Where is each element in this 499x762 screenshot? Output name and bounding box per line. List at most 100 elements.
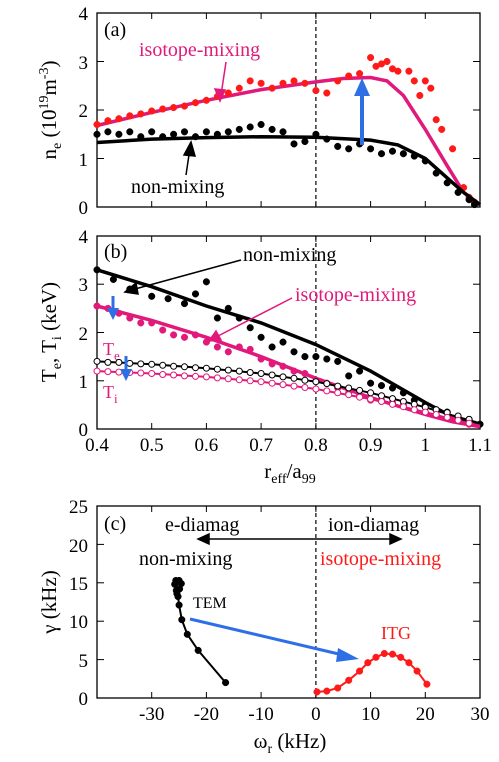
panel-a-non-mixing-point-8: [180, 128, 189, 136]
panel-c-xtick-5: 20: [416, 704, 435, 725]
annot-non-mixing-a: non-mixing: [131, 176, 224, 198]
panel-b-ytick-4: 4: [79, 227, 89, 248]
panel-b-isotope-mixing-te-point-3: [126, 314, 134, 322]
panel-b-isotope-mixing-te-point-4: [137, 319, 145, 327]
panel-c-frame: [96, 505, 481, 699]
panel-b-non-mixing-ti-point-15: [257, 370, 265, 377]
panel-b-ticks: [97, 236, 480, 429]
panel-a-non-mixing-point-11: [213, 130, 221, 138]
panel-b-non-mixing-te-point-12: [257, 333, 265, 341]
panel-a-ytick-3: 3: [79, 53, 89, 74]
panel-b-isotope-mixing-te-point-12: [224, 348, 232, 356]
panel-c-xtick-1: -20: [194, 704, 219, 725]
panel-b-isotope-mixing-te-point-10: [202, 338, 210, 346]
panel-b-non-mixing-te-point-9: [224, 304, 232, 312]
panel-b-non-mixing-ti-point-16: [268, 371, 276, 379]
annot-non-mixing-c: non-mixing: [139, 548, 232, 570]
panel-b-non-mixing-ti-point-13: [235, 367, 243, 375]
panel-c-isotope-mixing-point-4: [356, 667, 364, 675]
panel-a-ytick-2: 2: [79, 101, 89, 122]
blue-arrow-tem-to-itg: [189, 617, 359, 662]
panel-a-isotope-mixing-point-14: [246, 77, 254, 85]
panel-c-ticks: [97, 506, 480, 698]
panel-b-isotope-mixing-te-point-13: [235, 343, 243, 351]
panel-c-isotope-mixing-point-7: [380, 649, 388, 658]
panel-a-isotope-mixing-point-34: [421, 77, 429, 85]
panel-a-non-mixing-point-15: [257, 120, 265, 129]
panel-b-non-mixing-te-point-0: [93, 266, 101, 274]
panel-a-non-mixing-point-6: [159, 133, 167, 141]
panel-a-isotope-mixing-point-25: [367, 54, 375, 62]
blue-arrow-down-ti: [120, 356, 132, 381]
panel-b-isotope-mixing-ti-point-12: [224, 375, 232, 383]
panel-c-xtick-2: -10: [248, 704, 273, 725]
panel-b-non-mixing-te-point-17: [312, 353, 320, 361]
panel-a-isotope-mixing-point-0: [93, 120, 101, 129]
panel-c-ytick-0: 0: [79, 689, 89, 710]
panel-a-non-mixing-point-13: [235, 125, 243, 133]
panel-b-xtick-7: 1.1: [468, 435, 492, 456]
panel-c-ytick-2: 10: [69, 612, 88, 633]
panel-c-non-mixing-point-3: [178, 616, 186, 624]
panel-b-non-mixing-ti-point-17: [279, 373, 287, 381]
panel-c-isotope-mixing-point-2: [334, 684, 342, 692]
panel-b-isotope-mixing-ti-point-30: [421, 408, 429, 416]
panel-c-isotope-mixing-point-11: [413, 667, 421, 675]
panel-b-non-mixing-ti-point-18: [290, 374, 298, 382]
panel-c-ytick-4: 20: [69, 536, 88, 557]
panel-c-isotope-mixing-line: [316, 652, 428, 693]
panel-b-non-mixing-ti-point-5: [148, 360, 156, 368]
panel-a-non-mixing-point-25: [367, 145, 375, 153]
annot-ion-diamag: ion-diamag: [328, 514, 419, 536]
panel-b-isotope-mixing-ti-point-23: [345, 391, 353, 399]
panel-b-isotope-mixing-ti-point-18: [290, 382, 298, 390]
panel-a-non-mixing-point-19: [301, 137, 309, 146]
panel-a-isotope-mixing-point-36: [432, 116, 440, 124]
panel-c-xlabel: ωr (kHz): [254, 729, 327, 757]
panel-b-isotope-mixing-ti-point-10: [202, 373, 210, 381]
panel-b-ytick-1: 1: [79, 372, 89, 393]
pink-arrow-b: [207, 297, 293, 342]
panel-b-non-mixing-te-point-13: [268, 343, 276, 351]
panel-b-isotope-mixing-te-point-18: [290, 367, 298, 375]
panel-b-ytick-0: 0: [79, 420, 89, 441]
panel-c-plot-area: [171, 576, 431, 696]
annot-isotope-mixing-b: isotope-mixing: [295, 284, 416, 306]
panel-b-isotope-mixing-ti-point-31: [432, 411, 440, 418]
panel-b-isotope-mixing-ti-point-8: [181, 372, 188, 380]
diamag-double-arrow: [196, 532, 403, 546]
panel-b-ylabel: Te, Ti (keV): [37, 282, 65, 382]
panel-c-isotope-mixing-point-10: [405, 659, 413, 667]
panel-b-non-mixing-ti-point-26: [378, 392, 385, 400]
panel-b-non-mixing-ti-point-6: [159, 361, 167, 369]
panel-b-non-mixing-te-point-22: [367, 379, 375, 387]
panel-b-isotope-mixing-ti-point-1: [104, 368, 112, 376]
panel-a-non-mixing-point-17: [279, 128, 287, 136]
panel-a-isotope-mixing-point-10: [202, 96, 210, 104]
panel-a-isotope-mixing-point-21: [323, 89, 331, 97]
panel-c-isotope-mixing-point-0: [313, 688, 321, 696]
panel-b-non-mixing-te-point-1: [109, 275, 117, 283]
panel-a-isotope-mixing-point-4: [137, 110, 145, 118]
panel-b-temperature: 0 1 2 3 4 0.4 0.5 0.6 0.7 0.8 0.9 1 1.1 …: [37, 227, 492, 487]
panel-c-isotope-mixing-point-9: [397, 653, 405, 661]
panel-c-isotope-mixing-point-6: [372, 653, 380, 661]
panel-a-non-mixing-point-0: [93, 130, 101, 138]
panel-a-non-mixing-point-28: [399, 150, 407, 158]
panel-a-isotope-mixing-point-24: [356, 70, 364, 78]
panel-a-density: 0 1 2 3 4 ne (1019m-3) (a) isotope-mixin…: [37, 4, 482, 219]
panel-b-isotope-mixing-ti-point-26: [378, 398, 385, 405]
panel-a-isotope-mixing-point-22: [334, 77, 342, 85]
panel-a-non-mixing-point-12: [224, 128, 232, 136]
panel-b-isotope-mixing-ti-point-33: [454, 416, 462, 424]
panel-b-non-mixing-ti-point-3: [126, 359, 134, 367]
panel-b-non-mixing-te-point-15: [290, 348, 298, 356]
panel-b-xtick-0: 0.4: [85, 435, 109, 456]
panel-a-isotope-mixing-point-16: [268, 84, 276, 92]
panel-a-isotope-mixing-point-5: [148, 107, 156, 115]
panel-a-non-mixing-point-27: [388, 147, 397, 155]
panel-a-non-mixing-point-32: [443, 179, 451, 187]
panel-c-ytick-5: 25: [69, 497, 88, 518]
panel-a-non-mixing-point-9: [191, 133, 200, 141]
panel-b-non-mixing-te-point-16: [301, 353, 309, 361]
